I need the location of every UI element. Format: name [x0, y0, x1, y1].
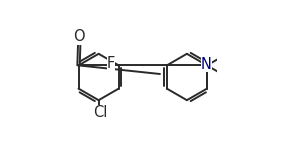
Text: Cl: Cl — [93, 105, 107, 120]
Text: O: O — [74, 29, 85, 45]
Text: N: N — [201, 57, 212, 72]
Text: F: F — [107, 56, 115, 71]
